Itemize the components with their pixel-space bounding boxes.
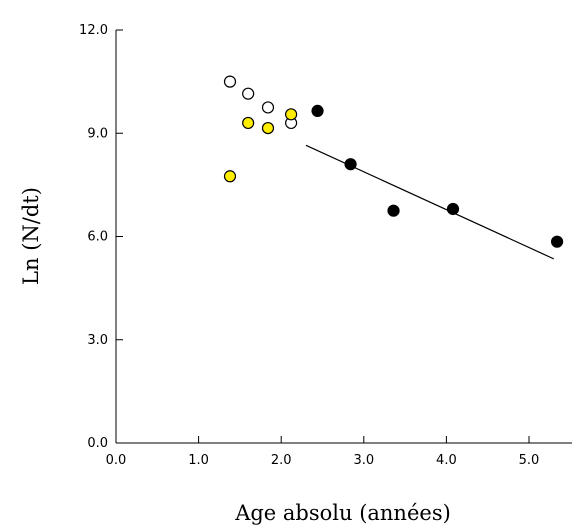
data-point-series-2 <box>223 170 237 183</box>
y-tick-label: 0.0 <box>87 436 108 451</box>
x-tick-label: 0.0 <box>106 453 127 468</box>
data-point-series-1 <box>242 87 255 100</box>
data-point-series-1 <box>223 75 237 88</box>
y-axis-ticks: 0.0 3.0 6.0 9.0 12.0 <box>79 23 123 451</box>
y-tick-label: 12.0 <box>79 23 108 38</box>
x-tick-label: 1.0 <box>188 453 209 468</box>
y-tick-label: 9.0 <box>87 126 108 141</box>
data-point-series-2 <box>242 116 255 130</box>
x-tick-label: 5.0 <box>519 453 540 468</box>
y-tick-label: 3.0 <box>87 333 108 348</box>
data-point-series-3 <box>387 204 400 217</box>
data-point-series-2 <box>285 108 298 121</box>
plot-area: 0.0 3.0 6.0 9.0 12.0 0.0 1.0 2.0 3.0 4.0 5.0 <box>79 23 572 468</box>
data-point-series-2 <box>261 121 275 135</box>
y-tick-label: 6.0 <box>87 230 108 245</box>
x-axis-ticks: 0.0 1.0 2.0 3.0 4.0 5.0 <box>106 436 540 468</box>
x-tick-label: 2.0 <box>271 453 292 468</box>
x-axis-title: Age absolu (années) <box>234 501 451 525</box>
regression-line <box>305 144 555 260</box>
data-points <box>223 75 564 248</box>
y-axis-title: Ln (N/dt) <box>19 187 43 285</box>
data-point-series-3 <box>311 104 324 117</box>
data-point-series-3 <box>446 202 460 216</box>
data-point-series-3 <box>550 235 564 248</box>
x-tick-label: 3.0 <box>353 453 374 468</box>
data-point-series-3 <box>344 158 357 171</box>
data-point-series-1 <box>261 101 275 114</box>
x-tick-label: 4.0 <box>436 453 457 468</box>
